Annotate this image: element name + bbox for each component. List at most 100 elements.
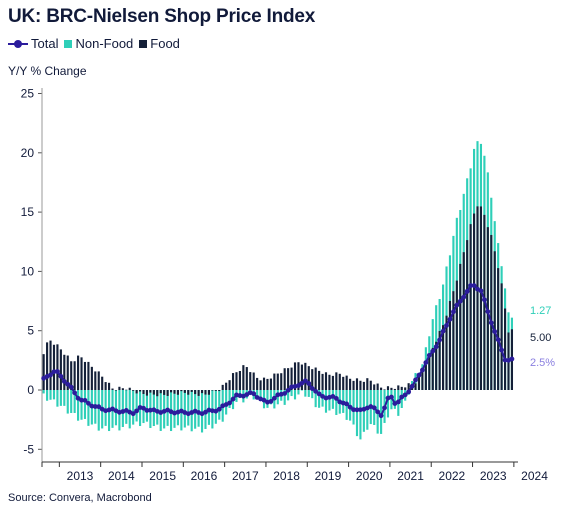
food-bar xyxy=(283,368,286,390)
non-food-bar xyxy=(73,390,76,413)
food-bar xyxy=(101,376,104,390)
food-bar xyxy=(369,380,372,390)
x-tick-label: 2023 xyxy=(480,469,507,483)
non-food-bar xyxy=(228,390,231,408)
food-bar xyxy=(359,380,362,390)
food-bar xyxy=(252,372,255,390)
food-bar xyxy=(63,354,66,390)
food-bar xyxy=(376,383,379,390)
chart-title: UK: BRC-Nielsen Shop Price Index xyxy=(8,6,316,27)
food-bar xyxy=(49,340,52,390)
non-food-bar xyxy=(145,390,149,422)
food-bar xyxy=(300,364,303,390)
x-tick-label: 2019 xyxy=(315,469,342,483)
total-point xyxy=(302,378,308,384)
non-food-bar xyxy=(331,390,334,409)
food-bar xyxy=(163,390,166,395)
y-tick-label: 15 xyxy=(21,205,35,219)
total-point xyxy=(426,352,432,358)
non-food-bar xyxy=(59,390,62,406)
food-bar xyxy=(287,368,290,390)
food-bar xyxy=(448,300,452,390)
total-point xyxy=(451,309,456,315)
food-bar xyxy=(455,280,458,390)
food-bar xyxy=(125,389,128,391)
food-bar xyxy=(469,224,472,390)
non-food-bar xyxy=(204,390,207,429)
food-bar xyxy=(138,390,142,392)
food-bar xyxy=(104,382,107,390)
food-bar xyxy=(397,385,400,390)
total-point xyxy=(471,283,477,288)
food-bar xyxy=(176,390,180,395)
total-point xyxy=(134,408,140,414)
total-point xyxy=(72,390,78,396)
food-bar xyxy=(135,390,138,394)
total-point xyxy=(48,372,53,378)
food-bar xyxy=(362,381,365,390)
food-bar xyxy=(373,384,376,390)
total-point xyxy=(347,404,353,410)
non-food-bar xyxy=(132,390,135,425)
non-food-bar xyxy=(128,390,131,429)
total-point xyxy=(395,399,401,405)
food-bar xyxy=(297,362,300,390)
non-food-bar xyxy=(66,390,69,414)
food-bar xyxy=(476,206,479,390)
non-food-bar xyxy=(256,390,259,396)
food-bar xyxy=(328,374,331,390)
food-bar xyxy=(421,371,424,390)
food-last-value: 5.00 xyxy=(530,332,551,344)
food-bar xyxy=(311,369,314,390)
x-tick-label: 2018 xyxy=(273,469,300,483)
non-food-bar xyxy=(287,390,290,401)
food-bar xyxy=(321,373,324,390)
legend-label-non-food: Non-Food xyxy=(75,36,134,51)
food-bar xyxy=(431,347,434,390)
non-food-bar xyxy=(121,390,124,428)
non-food-bar xyxy=(156,390,159,425)
non-food-bar xyxy=(297,390,300,395)
food-bar xyxy=(166,390,169,396)
food-bar xyxy=(90,366,93,390)
non-food-bar xyxy=(63,390,66,406)
food-bar xyxy=(225,382,228,390)
total-point xyxy=(444,323,449,328)
food-bar xyxy=(132,390,135,391)
food-bar xyxy=(404,387,407,390)
food-bar xyxy=(238,370,241,390)
food-bar xyxy=(435,341,438,390)
total-point xyxy=(389,394,394,400)
food-bar xyxy=(318,370,321,390)
non-food-bar xyxy=(218,390,221,420)
non-food-bar xyxy=(80,390,83,420)
legend-square-icon xyxy=(64,39,73,48)
non-food-bar xyxy=(307,390,310,397)
non-food-bar xyxy=(97,390,100,431)
food-bar xyxy=(400,386,403,390)
legend: Total Non-Food Food xyxy=(8,36,180,51)
food-bar xyxy=(249,372,252,390)
total-point xyxy=(333,395,339,401)
total-point xyxy=(409,383,415,389)
non-food-bar xyxy=(52,390,56,400)
food-bar xyxy=(280,373,283,390)
non-food-bar xyxy=(214,390,217,424)
total-point xyxy=(406,389,412,395)
non-food-bar xyxy=(269,390,272,405)
food-bar xyxy=(214,390,217,391)
non-food-bar xyxy=(335,390,338,415)
food-bar xyxy=(417,374,421,390)
non-food-bar xyxy=(207,390,210,425)
food-bar xyxy=(438,330,441,390)
food-bar xyxy=(111,388,114,390)
food-bar xyxy=(462,252,465,390)
food-bar xyxy=(231,373,235,390)
food-bar xyxy=(424,364,427,390)
total-point xyxy=(96,404,102,410)
non-food-bar xyxy=(359,390,362,440)
non-food-bar xyxy=(300,390,303,391)
food-bar xyxy=(386,386,390,390)
total-point xyxy=(58,373,64,379)
